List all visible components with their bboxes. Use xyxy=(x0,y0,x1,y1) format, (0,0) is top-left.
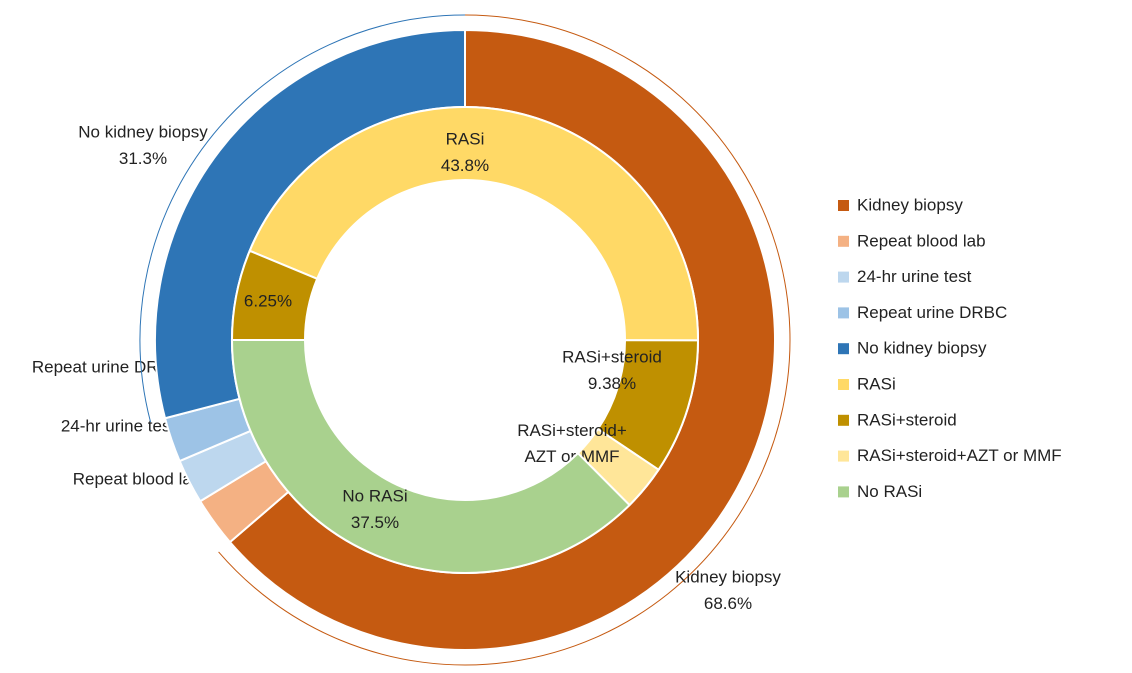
legend-label: 24-hr urine test xyxy=(857,267,972,286)
slice-label: RASi+steroid+ AZT or MMF xyxy=(517,421,627,466)
legend-label: Repeat blood lab xyxy=(857,231,986,250)
legend-label: RASi xyxy=(857,374,896,393)
legend-label: No RASi xyxy=(857,482,922,501)
donut-slice xyxy=(248,106,700,342)
slice-value-label: 9.38% xyxy=(588,374,636,393)
slice-value-label: 37.5% xyxy=(351,513,399,532)
legend-swatch xyxy=(838,486,849,498)
slice-label: Repeat blood lab xyxy=(73,469,202,488)
legend-label: RASi+steroid+AZT or MMF xyxy=(857,446,1062,465)
slice-label: No kidney biopsy xyxy=(78,122,208,141)
legend-swatch xyxy=(838,200,849,211)
outer-arc xyxy=(218,14,791,666)
legend-swatch xyxy=(838,307,849,319)
slice-label: RASi+steroid xyxy=(562,347,662,366)
donut-slice xyxy=(230,338,631,574)
legend-label: Kidney biopsy xyxy=(857,195,963,214)
legend-label: RASi+steroid xyxy=(857,410,957,429)
legend-label: Repeat urine DRBC xyxy=(857,303,1007,322)
slice-value-label: 31.3% xyxy=(119,149,167,168)
legend-swatch xyxy=(838,235,849,247)
slice-label: No RASi xyxy=(342,486,407,505)
slice-value-label: 6.25% xyxy=(244,291,292,310)
slice-value-label: 43.8% xyxy=(441,156,489,175)
legend-swatch xyxy=(838,271,849,283)
legend-label: No kidney biopsy xyxy=(857,339,987,358)
legend-swatch xyxy=(838,379,849,390)
slice-label: Repeat urine DRBC xyxy=(32,357,182,376)
legend-swatch xyxy=(838,343,849,355)
legend-swatch xyxy=(838,450,849,462)
donut-slice xyxy=(230,249,319,341)
slice-label: RASi xyxy=(446,129,485,148)
slice-label: 24-hr urine test xyxy=(61,416,176,435)
slice-label: Kidney biopsy xyxy=(675,567,781,586)
slice-value-label: 68.6% xyxy=(704,594,752,613)
outer-arc xyxy=(139,14,466,423)
legend-swatch xyxy=(838,414,849,426)
